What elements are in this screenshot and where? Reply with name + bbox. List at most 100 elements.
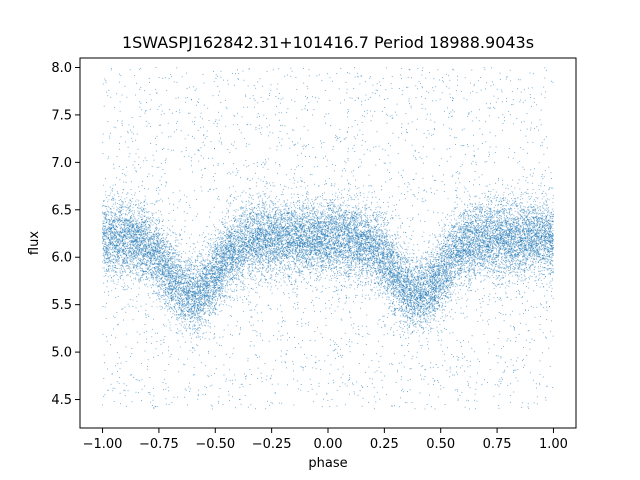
data-point	[181, 269, 182, 270]
data-point	[513, 244, 514, 245]
data-point	[233, 245, 234, 246]
data-point	[541, 246, 542, 247]
data-point	[500, 287, 501, 288]
data-point	[427, 324, 428, 325]
data-point	[359, 274, 360, 275]
data-point	[430, 294, 431, 295]
data-point	[257, 204, 258, 205]
data-point	[437, 263, 438, 264]
data-point	[465, 294, 466, 295]
data-point	[287, 268, 288, 269]
data-point	[340, 247, 341, 248]
data-point	[492, 225, 493, 226]
data-point	[420, 319, 421, 320]
data-point	[387, 245, 388, 246]
data-point	[315, 213, 316, 214]
data-point	[241, 232, 242, 233]
data-point	[437, 247, 438, 248]
data-point	[535, 201, 536, 202]
data-point	[534, 233, 535, 234]
data-point	[528, 270, 529, 271]
data-point	[515, 241, 516, 242]
data-point	[406, 310, 407, 311]
data-point	[518, 279, 519, 280]
data-point	[262, 198, 263, 199]
data-point	[408, 246, 409, 247]
data-point	[130, 209, 131, 210]
data-point	[451, 284, 452, 285]
data-point	[540, 264, 541, 265]
data-point	[264, 229, 265, 230]
data-point	[456, 197, 457, 198]
data-point	[470, 248, 471, 249]
data-point	[237, 298, 238, 299]
data-point	[212, 306, 213, 307]
data-point	[360, 212, 361, 213]
data-point	[142, 275, 143, 276]
data-point	[463, 215, 464, 216]
data-point	[407, 320, 408, 321]
data-point	[494, 220, 495, 221]
data-point	[424, 331, 425, 332]
data-point	[127, 274, 128, 275]
data-point	[530, 269, 531, 270]
data-point	[338, 209, 339, 210]
data-point	[182, 314, 183, 315]
data-point	[124, 174, 125, 175]
data-point	[548, 207, 549, 208]
data-point	[197, 257, 198, 258]
data-point	[395, 291, 396, 292]
data-point	[363, 201, 364, 202]
data-point	[502, 245, 503, 246]
data-point	[307, 217, 308, 218]
data-point	[136, 296, 137, 297]
data-point	[372, 289, 373, 290]
data-point	[357, 195, 358, 196]
data-point	[485, 244, 486, 245]
data-point	[514, 257, 515, 258]
data-point	[133, 273, 134, 274]
data-point	[186, 310, 187, 311]
data-point	[350, 258, 351, 259]
data-point	[423, 296, 424, 297]
data-point	[226, 279, 227, 280]
data-point	[115, 199, 116, 200]
data-point	[285, 277, 286, 278]
data-point	[492, 228, 493, 229]
data-point	[268, 236, 269, 237]
data-point	[334, 277, 335, 278]
data-point	[196, 332, 197, 333]
data-point	[305, 200, 306, 201]
data-point	[306, 194, 307, 195]
data-point	[442, 310, 443, 311]
data-point	[326, 221, 327, 222]
data-point	[242, 302, 243, 303]
data-point	[365, 254, 366, 255]
data-point	[517, 208, 518, 209]
data-point	[282, 206, 283, 207]
data-point	[220, 298, 221, 299]
data-point	[321, 216, 322, 217]
data-point	[522, 198, 523, 199]
data-point	[267, 282, 268, 283]
data-point	[247, 217, 248, 218]
data-point	[336, 241, 337, 242]
data-point	[207, 247, 208, 248]
data-point	[108, 246, 109, 247]
data-point	[108, 226, 109, 227]
data-point	[293, 248, 294, 249]
data-point	[463, 217, 464, 218]
data-point	[208, 239, 209, 240]
data-point	[236, 209, 237, 210]
data-point	[394, 286, 395, 287]
data-point	[360, 275, 361, 276]
data-point	[406, 273, 407, 274]
data-point	[208, 281, 209, 282]
data-point	[512, 275, 513, 276]
data-point	[412, 320, 413, 321]
data-point	[453, 285, 454, 286]
data-point	[259, 285, 260, 286]
data-point	[175, 309, 176, 310]
data-point	[194, 324, 195, 325]
data-point	[156, 212, 157, 213]
